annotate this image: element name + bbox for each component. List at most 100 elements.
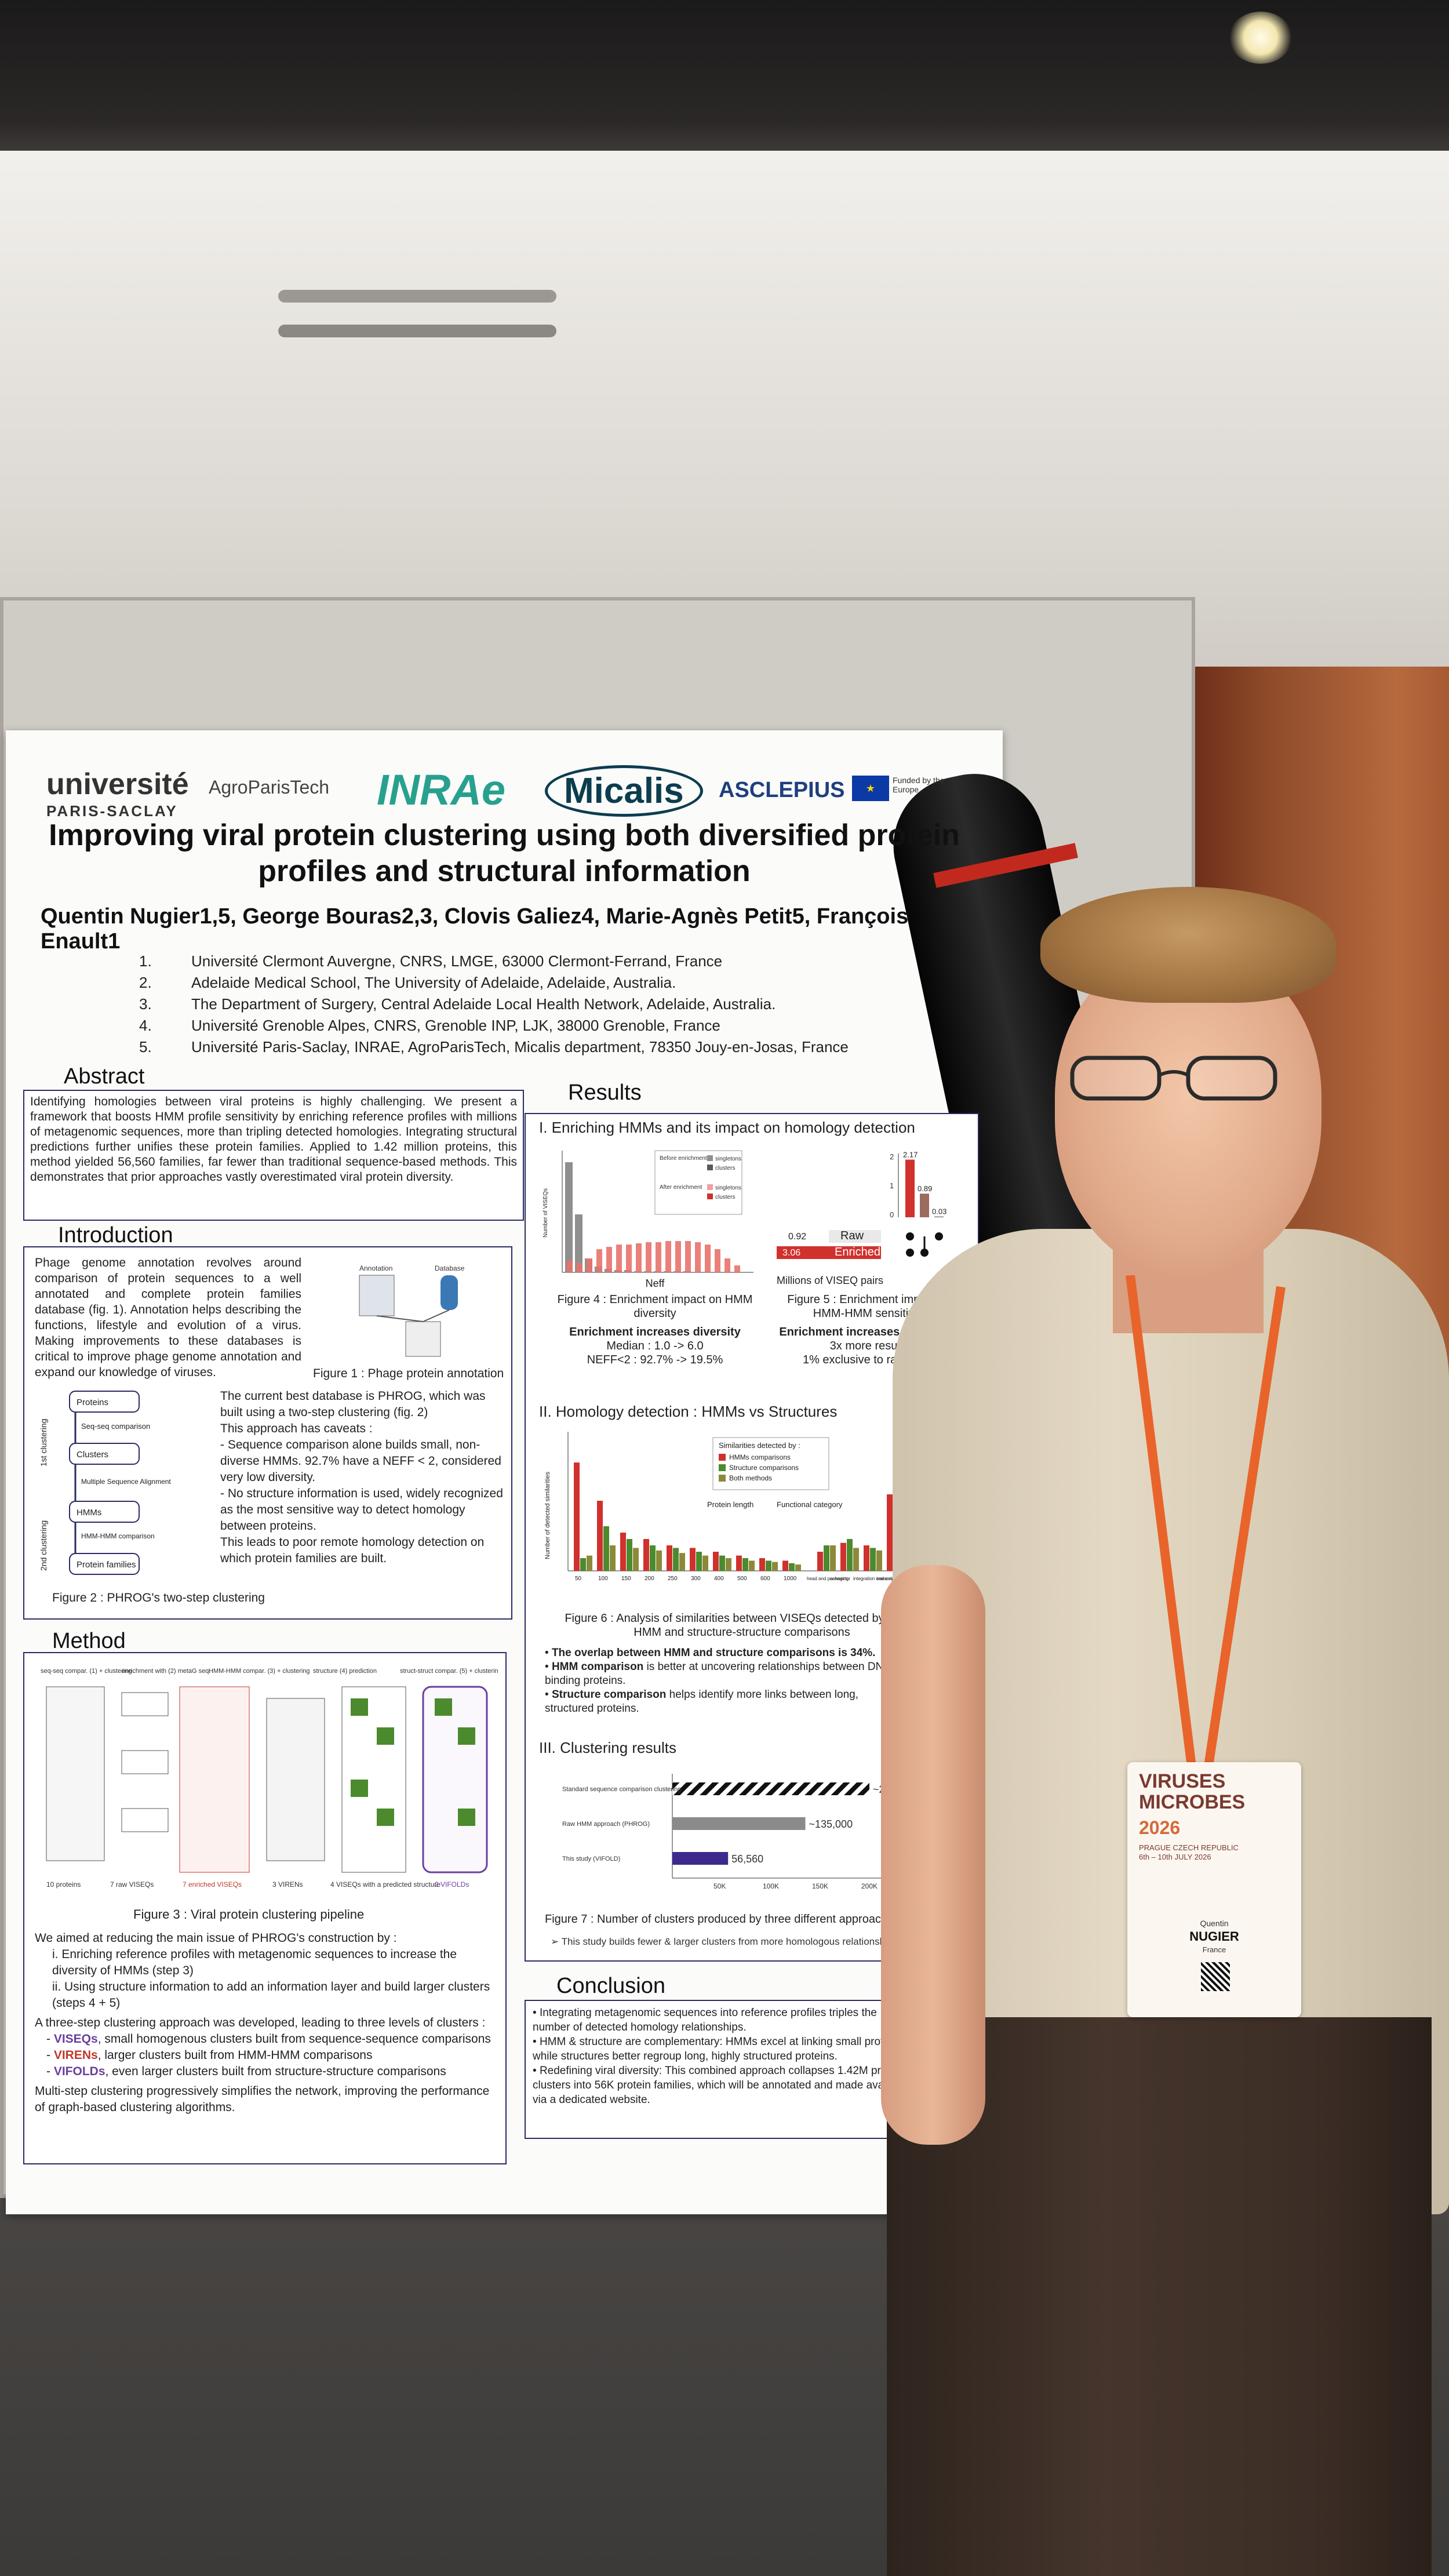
fig6-bar	[789, 1563, 795, 1571]
fig6-bar	[667, 1545, 672, 1571]
figure-5-chart: 2.17 0.89 0.03 2 1 0 0.92 3.06 Raw Enriche…	[777, 1151, 946, 1286]
svg-text:Before enrichment: Before enrichment	[660, 1155, 707, 1162]
ceiling-light	[1229, 12, 1293, 64]
fig6-xtick: 50	[575, 1576, 582, 1582]
fig6-bar	[580, 1558, 586, 1571]
figure-4-caption: Figure 4 : Enrichment impact on HMM dive…	[557, 1293, 753, 1366]
figure-6-caption: Figure 6 : Analysis of similarities betw…	[565, 1612, 919, 1639]
fig3-label: 4 VISEQs with a predicted structure	[330, 1880, 440, 1889]
fig6-bar	[766, 1560, 771, 1571]
fig4-bar-after	[724, 1258, 730, 1272]
micalis-logo: Micalis	[545, 765, 703, 817]
fig3-label: 10 proteins	[46, 1880, 81, 1889]
list-item: • Integrating metagenomic sequences into…	[533, 2007, 877, 2033]
badge-first-name: Quentin	[1200, 1919, 1229, 1928]
wall-rail	[278, 290, 556, 303]
fig7-row-label: Standard sequence comparison clustering	[562, 1786, 681, 1793]
svg-text:Both methods: Both methods	[729, 1474, 772, 1482]
fig4-bar-after	[616, 1245, 622, 1272]
figure-2-caption: Figure 2 : PHROG's two-step clustering	[52, 1591, 265, 1604]
fig6-bar	[679, 1553, 685, 1571]
fig6-xtick: 250	[668, 1576, 678, 1582]
figure-7-caption: Figure 7 : Number of clusters produced b…	[545, 1913, 900, 1926]
fig3-label: 7 raw VISEQs	[110, 1880, 154, 1889]
figure-2-diagram: Proteins Seq-seq comparison Clusters Mul…	[39, 1391, 171, 1575]
fig3-step: HMM-HMM compar. (3) + clustering	[209, 1668, 310, 1675]
fig5-bar-label: 0.89	[918, 1184, 932, 1193]
qr-code-icon	[1201, 1962, 1230, 1991]
fig6-bar	[853, 1548, 859, 1571]
fig6-bar	[876, 1550, 882, 1571]
affiliation: 3. The Department of Surgery, Central Ade…	[139, 995, 776, 1013]
fig6-bar	[603, 1526, 609, 1571]
fig7-bar	[672, 1817, 806, 1830]
fig4-bar-after	[734, 1265, 740, 1272]
fig7-bar	[672, 1852, 729, 1865]
fig6-bar	[759, 1558, 765, 1571]
fig6-bar	[673, 1548, 679, 1571]
affiliation: 4. Université Grenoble Alpes, CNRS, Greno…	[139, 1017, 720, 1034]
fig6-xtick: 400	[714, 1576, 724, 1582]
fig4-bar-after	[646, 1242, 651, 1272]
method-heading: Method	[52, 1629, 126, 1653]
fig4-bar-after	[626, 1245, 632, 1272]
fig6-xtick: 200	[645, 1576, 654, 1582]
figure-3-caption: Figure 3 : Viral protein clustering pipe…	[133, 1907, 365, 1922]
fig2-step: Clusters	[77, 1450, 108, 1460]
method-text: We aimed at reducing the main issue of P…	[35, 1931, 491, 2114]
svg-text:Structure comparisons: Structure comparisons	[729, 1464, 799, 1472]
svg-text:singletons: singletons	[715, 1156, 741, 1162]
results-heading: Results	[568, 1080, 642, 1105]
fig3-label: 7 enriched VISEQs	[183, 1880, 242, 1889]
fig6-bar	[772, 1562, 778, 1571]
fig4-bar-after	[577, 1263, 582, 1272]
fig3-step: structure (4) prediction	[313, 1668, 377, 1675]
figure-7-chart: Standard sequence comparison clustering …	[562, 1774, 904, 1890]
fig6-bar	[742, 1558, 748, 1571]
fig4-bar-after	[587, 1258, 592, 1272]
results-subheading-1: I. Enriching HMMs and its impact on homo…	[539, 1119, 915, 1136]
fig6-xtick: 100	[598, 1576, 608, 1582]
wall-rail	[278, 325, 556, 337]
database-icon	[440, 1275, 458, 1310]
fig3-step: seq-seq compar. (1) + clustering	[41, 1668, 132, 1675]
fig6-category-label: connector	[830, 1576, 850, 1581]
fig6-bar	[830, 1545, 836, 1571]
fig1-label: Annotation	[359, 1264, 392, 1272]
glasses-icon	[1070, 1056, 1277, 1101]
fig6-bar	[864, 1545, 869, 1571]
abstract-text: Identifying homologies between viral pro…	[23, 1090, 524, 1221]
agroparistech-logo: AgroParisTech	[209, 777, 330, 798]
fig1-label: Database	[435, 1264, 465, 1272]
figure-7-note: ➢ This study builds fewer & larger clust…	[551, 1936, 898, 1947]
fig5-set-value: 3.06	[782, 1248, 800, 1258]
fig6-bar	[782, 1560, 788, 1571]
fig4-bar-after	[606, 1247, 612, 1272]
fig7-bar-label: ~135,000	[809, 1818, 853, 1830]
fig2-level: 1st clustering	[39, 1419, 48, 1467]
fig2-step: Proteins	[77, 1398, 108, 1407]
badge-year: 2026	[1139, 1817, 1181, 1838]
introduction-heading: Introduction	[58, 1223, 173, 1247]
ceiling	[0, 0, 1449, 174]
fig7-row-label: This study (VIFOLD)	[562, 1855, 620, 1862]
eu-flag-icon: ★	[852, 776, 889, 801]
fig6-bar	[650, 1545, 656, 1571]
fig4-xlabel: Neff	[646, 1278, 665, 1289]
conclusion-box: • Integrating metagenomic sequences into…	[525, 2000, 923, 2139]
fig4-bar-before	[575, 1214, 582, 1272]
fig2-step: Protein families	[77, 1560, 136, 1570]
figure-3-pipeline: seq-seq compar. (1) + clustering enrichm…	[41, 1668, 498, 1889]
fig6-xtick: 300	[691, 1576, 701, 1582]
fig6-xtick: 600	[760, 1576, 770, 1582]
fig6-label: Functional category	[777, 1500, 843, 1509]
fig5-xlabel: Millions of VISEQ pairs	[777, 1275, 883, 1286]
figure-6-chart: Similarities detected by : HMMs comparis…	[544, 1432, 910, 1582]
list-item: • HMM comparison is better at uncovering…	[545, 1661, 895, 1687]
phrog-description: The current best database is PHROG, whic…	[220, 1389, 503, 1565]
fig5-set-value: 0.92	[788, 1232, 806, 1242]
svg-text:clusters: clusters	[715, 1194, 735, 1200]
svg-text:1: 1	[890, 1181, 894, 1190]
fig7-xtick: 100K	[763, 1882, 779, 1890]
fig6-bar	[824, 1545, 829, 1571]
